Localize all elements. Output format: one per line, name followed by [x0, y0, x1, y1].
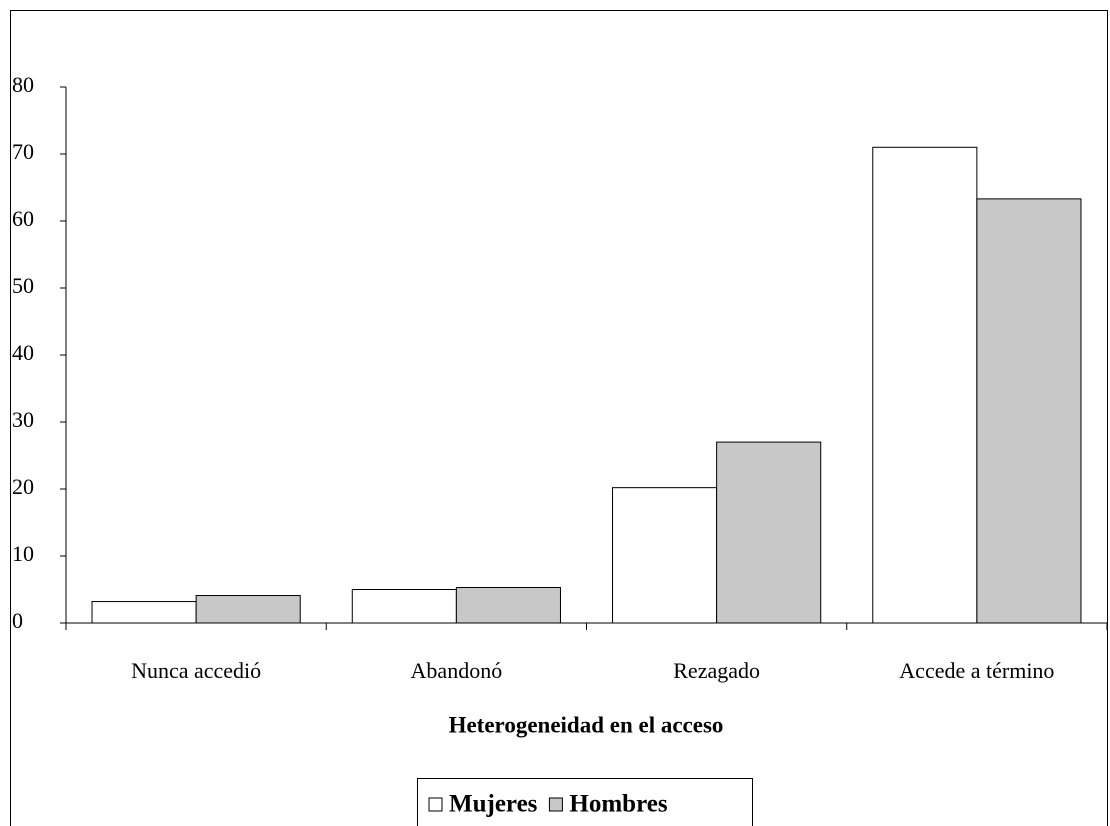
legend-label: Hombres	[569, 791, 667, 818]
bar	[351, 589, 457, 624]
y-tick-label: 70	[12, 139, 34, 164]
bar	[455, 586, 561, 624]
bar	[91, 601, 197, 624]
y-tick-label: 10	[12, 541, 34, 566]
x-tick-label: Abandonó	[411, 658, 503, 683]
chart-frame	[10, 10, 1108, 826]
bar	[612, 487, 718, 624]
legend-swatch	[548, 797, 563, 812]
bar	[195, 595, 301, 624]
bar	[976, 198, 1082, 624]
legend-label: Mujeres	[449, 791, 538, 818]
x-axis-label: Heterogeneidad en el acceso	[449, 712, 724, 737]
y-tick-label: 30	[12, 407, 34, 432]
bar	[716, 441, 822, 624]
y-tick-label: 40	[12, 340, 34, 365]
x-tick-label: Accede a término	[899, 658, 1054, 683]
y-tick-label: 50	[12, 273, 34, 298]
y-tick-label: 60	[12, 206, 34, 231]
y-tick-label: 20	[12, 474, 34, 499]
x-tick-label: Rezagado	[673, 658, 760, 683]
legend-swatch	[428, 797, 443, 812]
y-tick-label: 80	[12, 72, 34, 97]
y-tick-label: 0	[12, 608, 23, 633]
bar	[872, 146, 978, 624]
legend-box	[417, 778, 753, 826]
x-tick-label: Nunca accedió	[131, 658, 261, 683]
